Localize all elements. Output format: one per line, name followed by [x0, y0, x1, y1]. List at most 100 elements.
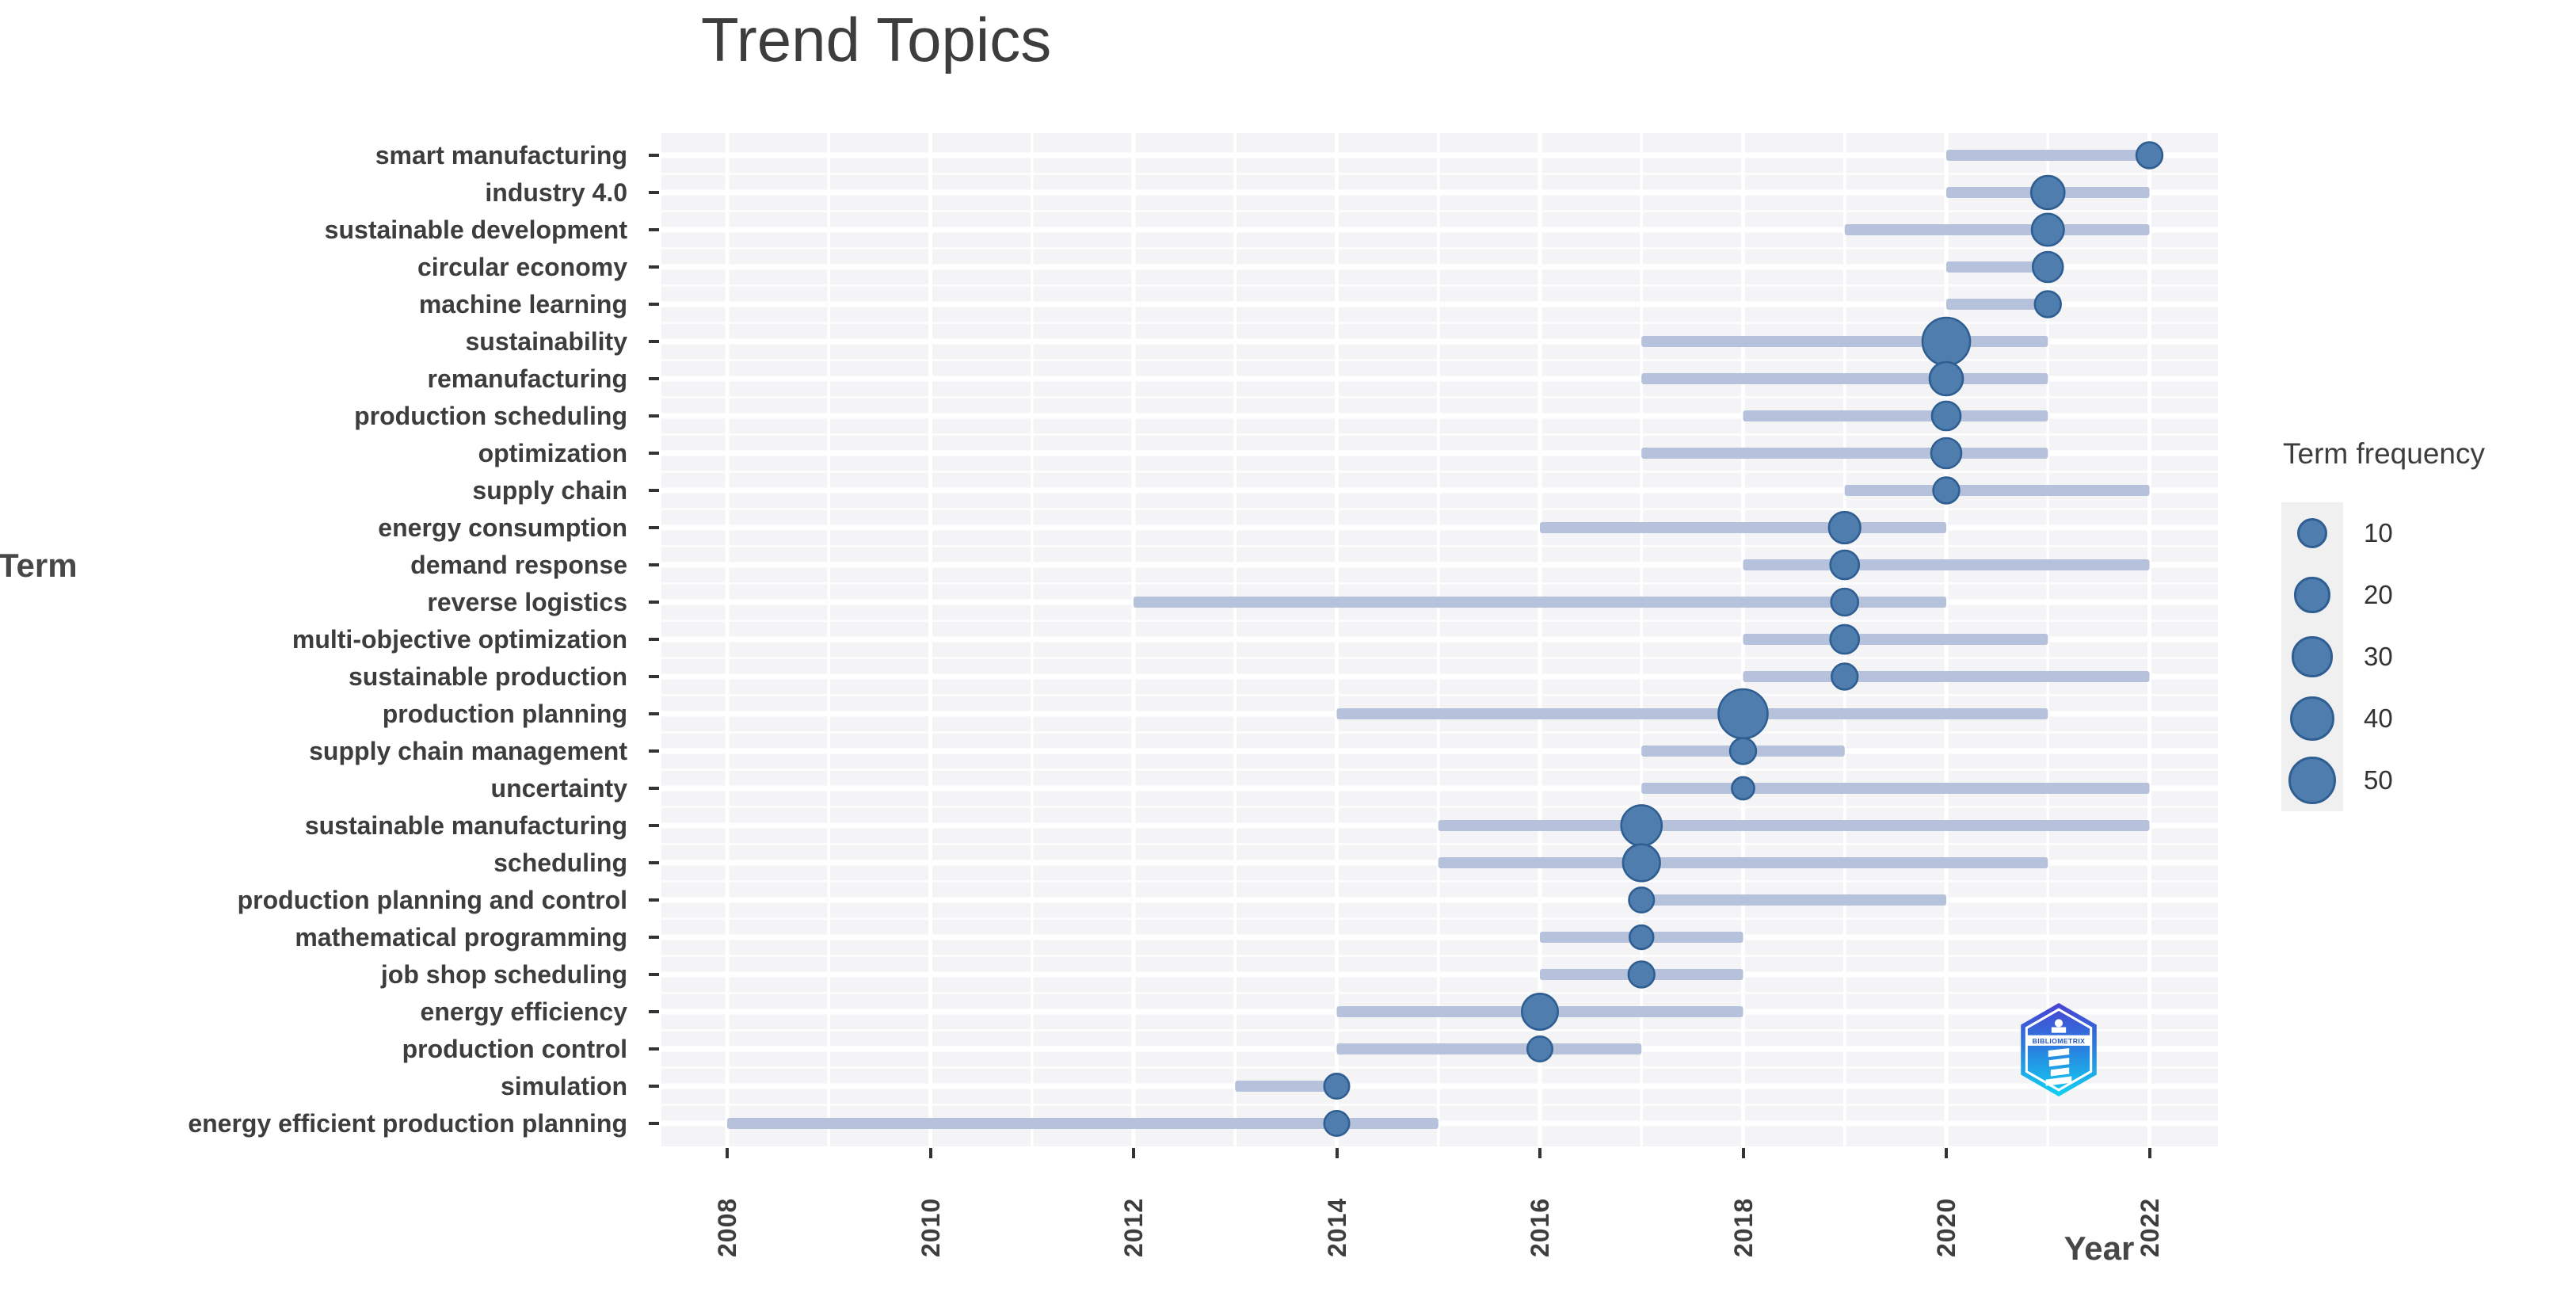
grid-line-horizontal-major — [661, 971, 2218, 978]
y-tick-mark — [649, 1122, 659, 1125]
y-tick-mark — [649, 154, 659, 157]
y-tick-label: optimization — [478, 439, 627, 467]
term-segment — [1743, 634, 2048, 645]
grid-line-horizontal-major — [661, 338, 2218, 345]
term-bubble — [1526, 1035, 1554, 1063]
logo-stripe-3 — [2050, 1067, 2070, 1077]
legend-key — [2281, 502, 2343, 564]
legend: Term frequency 10 20 30 40 50 — [2281, 437, 2576, 811]
term-segment — [1641, 783, 2150, 794]
grid-line-horizontal-major — [661, 413, 2218, 419]
legend-key — [2281, 688, 2343, 749]
logo-base — [2045, 1076, 2072, 1086]
term-bubble — [1728, 737, 1758, 765]
term-segment — [1641, 448, 2048, 459]
grid-line-horizontal-minor — [661, 545, 2218, 547]
term-segment — [1946, 299, 2048, 310]
grid-line-horizontal-minor — [661, 396, 2218, 399]
term-bubble — [2033, 290, 2062, 318]
term-segment — [1743, 410, 2048, 421]
legend-entry: 10 — [2281, 502, 2576, 564]
y-tick-mark — [649, 638, 659, 641]
term-segment — [1844, 224, 2150, 235]
term-segment — [1438, 820, 2150, 831]
legend-size-label: 30 — [2364, 642, 2393, 671]
grid-line-horizontal-major — [661, 897, 2218, 903]
plot-panel — [661, 133, 2218, 1146]
term-bubble — [1930, 400, 1962, 432]
grid-line-horizontal-major — [661, 785, 2218, 791]
y-tick-label: energy efficiency — [420, 997, 627, 1026]
y-tick-mark — [649, 973, 659, 976]
y-tick-label: circular economy — [417, 253, 627, 281]
logo-stripe-1 — [2048, 1047, 2070, 1058]
legend-entry: 20 — [2281, 564, 2576, 626]
legend-bubble-icon — [2288, 757, 2336, 804]
term-bubble — [2031, 250, 2064, 284]
grid-line-horizontal-minor — [661, 471, 2218, 473]
grid-line-horizontal-major — [661, 1120, 2218, 1127]
grid-line-horizontal-minor — [661, 620, 2218, 622]
y-tick-mark — [649, 526, 659, 529]
x-tick-mark — [1335, 1148, 1339, 1158]
grid-line-horizontal-minor — [661, 508, 2218, 510]
y-tick-mark — [649, 1010, 659, 1013]
grid-line-horizontal-major — [661, 487, 2218, 494]
grid-line-horizontal-major — [661, 189, 2218, 196]
y-tick-label: sustainable manufacturing — [304, 811, 627, 840]
grid-line-horizontal-major — [661, 450, 2218, 456]
term-bubble — [1628, 924, 1655, 951]
y-tick-label: sustainable development — [324, 215, 627, 244]
y-tick-mark — [649, 936, 659, 939]
term-bubble — [1731, 776, 1755, 801]
y-tick-label: multi-objective optimization — [292, 625, 627, 654]
x-tick-mark — [726, 1148, 729, 1158]
term-segment — [727, 1118, 1439, 1129]
term-bubble — [1930, 437, 1963, 470]
y-tick-label: industry 4.0 — [485, 178, 627, 207]
legend-key — [2281, 626, 2343, 688]
term-segment — [1336, 1043, 1642, 1054]
legend-entry: 50 — [2281, 749, 2576, 811]
grid-line-horizontal-minor — [661, 1029, 2218, 1032]
term-bubble — [1827, 510, 1862, 545]
term-bubble — [1928, 360, 1964, 397]
logo-stripe-2 — [2048, 1058, 2070, 1067]
y-tick-label: energy efficient production planning — [188, 1109, 627, 1138]
y-tick-label: sustainability — [465, 327, 628, 356]
x-axis-title: Year — [2063, 1230, 2135, 1267]
grid-line-horizontal-minor — [661, 768, 2218, 771]
y-tick-label: supply chain management — [309, 737, 627, 765]
grid-line-horizontal-major — [661, 264, 2218, 270]
y-tick-mark — [649, 340, 659, 343]
grid-line-horizontal-major — [661, 301, 2218, 307]
grid-line-horizontal-minor — [661, 657, 2218, 659]
x-tick-label: 2010 — [916, 1197, 945, 1257]
y-tick-label: smart manufacturing — [375, 141, 627, 170]
y-tick-label: production planning — [382, 700, 627, 728]
logo-lighthouse-gallery — [2051, 1027, 2067, 1033]
plot-area-svg — [661, 133, 2218, 1146]
y-tick-label: production scheduling — [354, 402, 627, 430]
legend-size-label: 50 — [2364, 765, 2393, 795]
x-tick-mark — [1741, 1148, 1745, 1158]
term-bubble — [1932, 476, 1961, 505]
y-tick-mark — [649, 675, 659, 678]
legend-keys: 10 20 30 40 50 — [2281, 502, 2576, 811]
y-tick-mark — [649, 1085, 659, 1088]
x-tick-mark — [1132, 1148, 1135, 1158]
y-tick-label: reverse logistics — [427, 588, 627, 616]
y-tick-label: production planning and control — [237, 886, 627, 914]
grid-line-horizontal-major — [661, 748, 2218, 754]
term-segment — [1844, 485, 2150, 496]
term-bubble — [2135, 141, 2164, 170]
grid-line-horizontal-minor — [661, 433, 2218, 436]
legend-size-label: 10 — [2364, 518, 2393, 547]
legend-bubble-icon — [2297, 518, 2327, 548]
bibliometrix-logo: BIBLIOMETRIX — [2021, 1003, 2097, 1096]
term-bubble — [1829, 549, 1861, 581]
y-tick-mark — [649, 228, 659, 231]
y-tick-label: remanufacturing — [427, 364, 627, 393]
y-tick-mark — [649, 563, 659, 566]
